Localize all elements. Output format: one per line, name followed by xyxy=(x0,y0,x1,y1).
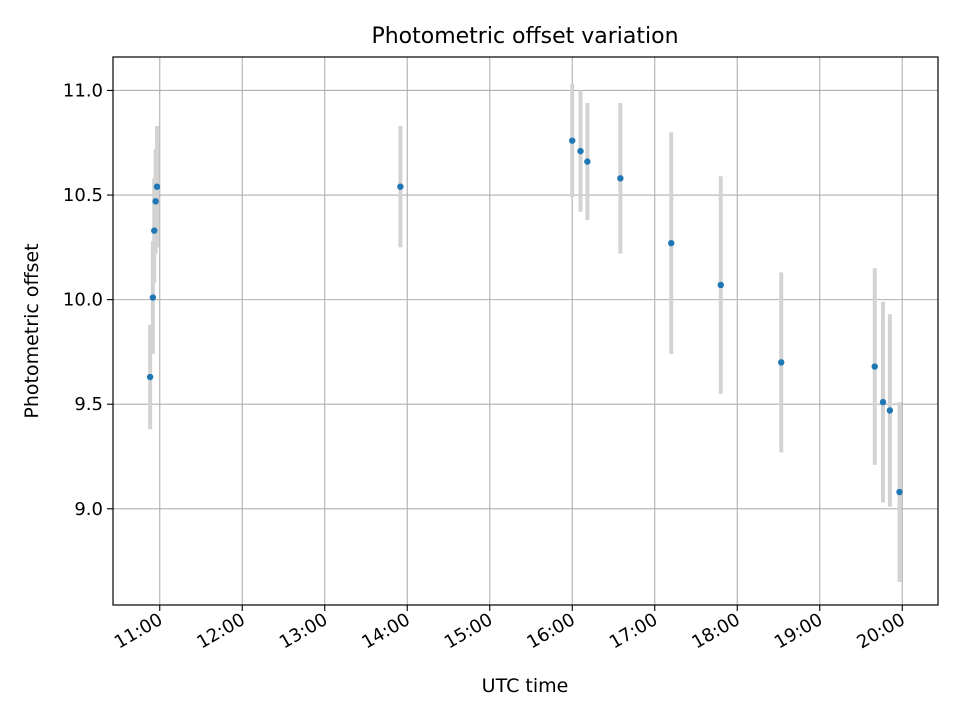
data-point xyxy=(886,407,894,414)
data-point xyxy=(397,183,404,190)
x-axis-label: UTC time xyxy=(482,675,569,697)
data-point xyxy=(617,175,624,182)
y-tick-label: 9.0 xyxy=(74,499,103,520)
data-points xyxy=(146,137,903,496)
data-point xyxy=(668,239,675,247)
data-point xyxy=(584,158,591,165)
plot-area-frame xyxy=(112,56,939,606)
grid xyxy=(113,57,938,605)
y-tick-label: 10.5 xyxy=(63,185,103,206)
data-point xyxy=(577,147,584,155)
y-tick-label: 9.5 xyxy=(74,394,103,415)
y-tick-label: 10.0 xyxy=(63,290,103,311)
data-point xyxy=(146,373,154,381)
data-point xyxy=(896,488,903,496)
data-point xyxy=(151,227,158,234)
y-axis-ticks: 9.0 9.5 10.0 10.5 11.0 xyxy=(63,80,113,520)
data-point xyxy=(778,359,785,366)
y-axis-label: Photometric offset xyxy=(21,243,43,418)
chart-title: Photometric offset variation xyxy=(371,24,678,49)
data-point xyxy=(879,398,887,406)
data-point xyxy=(152,198,159,205)
data-point xyxy=(717,281,724,289)
data-point xyxy=(569,137,576,144)
data-point xyxy=(149,294,157,301)
data-point xyxy=(871,363,878,370)
data-point xyxy=(153,183,161,190)
y-tick-label: 11.0 xyxy=(63,80,103,101)
